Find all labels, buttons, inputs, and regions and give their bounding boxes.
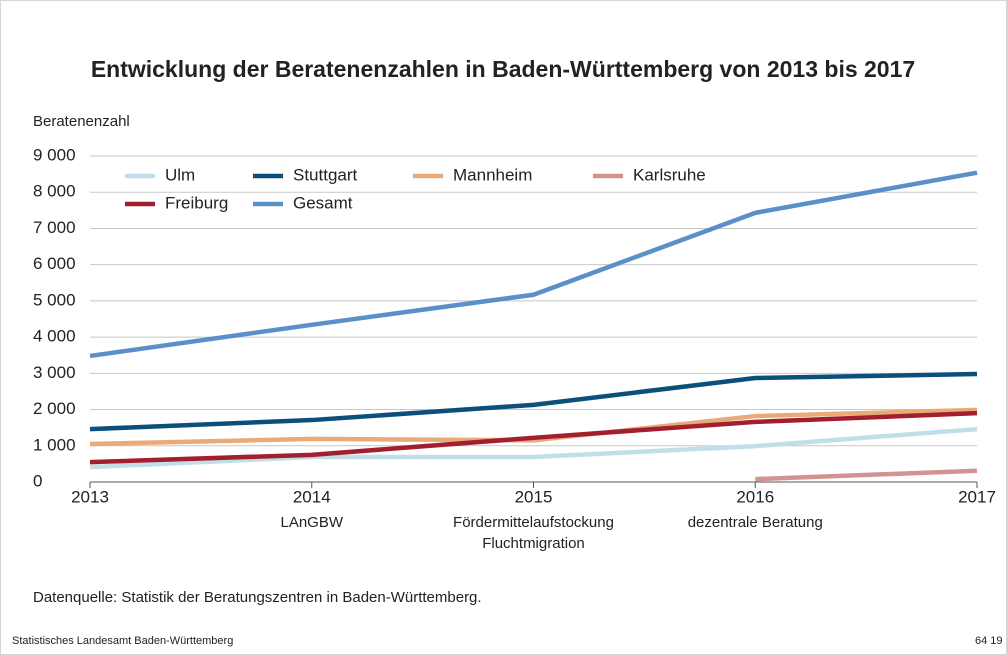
series-line	[89, 410, 978, 465]
series-line	[89, 426, 978, 470]
source: Datenquelle: Statistik der Beratungszent…	[33, 589, 482, 606]
x-tick-label: 2013	[71, 487, 109, 506]
chart-title: Entwicklung der Beratenenzahlen in Baden…	[91, 56, 915, 82]
x-annotation: dezentrale Beratung	[688, 514, 823, 531]
x-annotation: Fördermittelaufstockung	[453, 514, 614, 531]
series-line	[89, 407, 978, 447]
series-line	[755, 468, 978, 482]
legend-label: Freiburg	[165, 193, 228, 212]
x-tick-label: 2015	[515, 487, 553, 506]
footer-code: 64 19	[975, 635, 1003, 647]
x-tick-label: 2014	[293, 487, 331, 506]
legend-label: Ulm	[165, 165, 195, 184]
x-tick-label: 2017	[958, 487, 996, 506]
x-tick-label: 2016	[736, 487, 774, 506]
y-tick-label: 9 000	[33, 145, 76, 164]
x-annotation: LAnGBW	[280, 514, 343, 531]
y-tick-label: 1 000	[33, 435, 76, 454]
footer: Statistisches Landesamt Baden-Württember…	[12, 635, 233, 647]
y-tick-label: 3 000	[33, 363, 76, 382]
y-tick-label: 2 000	[33, 399, 76, 418]
y-tick-label: 6 000	[33, 254, 76, 273]
y-tick-label: 0	[33, 471, 42, 490]
y-tick-label: 4 000	[33, 327, 76, 346]
legend-label: Mannheim	[453, 165, 532, 184]
series-line	[89, 170, 978, 359]
x-annotation: Fluchtmigration	[482, 535, 585, 552]
y-axis-label: Beratenenzahl	[33, 113, 130, 130]
y-tick-label: 7 000	[33, 218, 76, 237]
legend-label: Karlsruhe	[633, 165, 706, 184]
y-tick-label: 8 000	[33, 182, 76, 201]
y-tick-label: 5 000	[33, 290, 76, 309]
legend-label: Gesamt	[293, 193, 353, 212]
series-line	[89, 371, 978, 432]
legend-label: Stuttgart	[293, 165, 358, 184]
